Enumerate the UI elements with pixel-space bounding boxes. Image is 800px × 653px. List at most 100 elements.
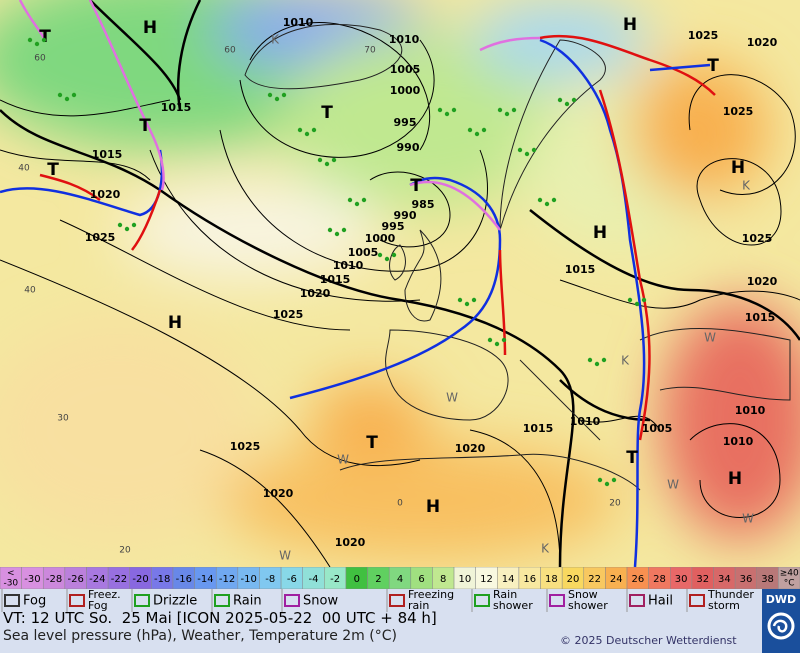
scale-label: 28 xyxy=(653,574,666,585)
rain-symbol xyxy=(494,341,500,347)
rain-symbol xyxy=(34,41,40,47)
scale-label: -8 xyxy=(265,574,275,585)
pressure-center: H xyxy=(426,497,440,517)
scale-label: 22 xyxy=(588,574,601,585)
scale-label: °C xyxy=(784,579,795,589)
pressure-center: H xyxy=(728,469,742,489)
isobar-label: 990 xyxy=(397,141,420,154)
temperature-label: 40 xyxy=(24,286,36,296)
scale-label: -16 xyxy=(176,574,192,585)
rain-symbol xyxy=(27,37,33,43)
dwd-logo: DWD xyxy=(762,589,800,653)
scale-label: -12 xyxy=(219,574,235,585)
legend-label: Fog xyxy=(23,594,46,609)
isobar-label: 1025 xyxy=(273,308,304,321)
air-mass-marker: K xyxy=(541,542,550,556)
legend-label: rain xyxy=(408,599,429,612)
rain-symbol xyxy=(474,131,480,137)
isobar-label: 1020 xyxy=(300,287,331,300)
logo-text: DWD xyxy=(765,593,797,606)
main-isobars xyxy=(0,0,800,567)
weather-legend: Fog Freez.Fog Drizzle Rain Snow FreezingrainR… xyxy=(0,589,762,613)
scale-label: -18 xyxy=(154,574,170,585)
pressure-center: T xyxy=(321,103,333,123)
rain-symbol xyxy=(471,297,477,303)
isobar-label: 1025 xyxy=(85,231,116,244)
legend-label: Rain xyxy=(233,594,262,609)
air-mass-marker: W xyxy=(704,331,716,345)
isobar-label: 995 xyxy=(382,220,405,233)
fronts xyxy=(0,0,716,567)
map-labels: 1010101010051000995990985990995100010051… xyxy=(18,15,777,563)
rain-symbol xyxy=(297,127,303,133)
rain-symbol xyxy=(124,226,130,232)
rain-symbol xyxy=(611,477,617,483)
isobar-label: 1010 xyxy=(723,435,754,448)
rain-symbol xyxy=(341,227,347,233)
temperature-label: 20 xyxy=(609,499,621,509)
isobar-label: 1010 xyxy=(570,415,601,428)
legend-icon xyxy=(689,594,705,607)
legend-label: shower xyxy=(568,599,608,612)
rain-symbol xyxy=(604,481,610,487)
scale-label: -22 xyxy=(111,574,127,585)
rain-symbol xyxy=(274,96,280,102)
legend-icon xyxy=(4,594,20,607)
scale-label: 18 xyxy=(545,574,558,585)
scale-label: 26 xyxy=(631,574,644,585)
isobar-label: 1020 xyxy=(455,442,486,455)
scale-label: 10 xyxy=(458,574,471,585)
isobar-label: 1000 xyxy=(365,232,396,245)
scale-label: -14 xyxy=(197,574,213,585)
scale-label: -30 xyxy=(3,579,18,589)
scale-label: -24 xyxy=(89,574,105,585)
isobar-label: 1015 xyxy=(523,422,554,435)
rain-symbol xyxy=(384,256,390,262)
air-mass-marker: W xyxy=(446,391,458,405)
rain-symbol xyxy=(497,107,503,113)
scale-label: 34 xyxy=(718,574,731,585)
isobar-label: 1010 xyxy=(389,33,420,46)
isobar-label: 1025 xyxy=(723,105,754,118)
rain-symbol xyxy=(117,222,123,228)
legend-label: shower xyxy=(493,599,533,612)
scale-label: 20 xyxy=(567,574,580,585)
scale-label: 14 xyxy=(502,574,515,585)
temperature-label: 40 xyxy=(18,164,30,174)
isobar-label: 1010 xyxy=(283,16,314,29)
footer: VT: 12 UTC So. 25 Mai [ICON 2025-05-22 0… xyxy=(0,609,762,653)
legend-bg xyxy=(0,589,762,613)
temperature-label: 30 xyxy=(57,414,69,424)
air-mass-marker: W xyxy=(279,549,291,563)
pressure-center: T xyxy=(410,176,422,196)
isobar-label: 1020 xyxy=(263,487,294,500)
legend-icon xyxy=(474,594,490,607)
legend-label: Fog xyxy=(88,599,108,612)
rain-symbol xyxy=(537,197,543,203)
isobars xyxy=(0,22,800,567)
rain-symbol xyxy=(377,252,383,258)
isobar-label: 1025 xyxy=(688,29,719,42)
legend-label: Thunder xyxy=(707,589,754,601)
rain-symbol xyxy=(437,107,443,113)
rain-symbol xyxy=(457,297,463,303)
scale-label: 2 xyxy=(375,574,381,585)
pressure-center: T xyxy=(626,448,638,468)
rain-symbol xyxy=(551,197,557,203)
rain-symbol xyxy=(601,357,607,363)
air-mass-marker: K xyxy=(271,33,280,47)
rain-symbol xyxy=(464,301,470,307)
rain-symbol xyxy=(324,161,330,167)
rain-symbol xyxy=(511,107,517,113)
rain-symbol xyxy=(501,337,507,343)
scale-label: 30 xyxy=(675,574,688,585)
rain-symbol xyxy=(444,111,450,117)
isobar-label: 1010 xyxy=(333,259,364,272)
temperature-label: 60 xyxy=(34,54,46,64)
temperature-label: 70 xyxy=(364,46,376,56)
rain-symbol xyxy=(41,37,47,43)
isobar-label: 1015 xyxy=(320,273,351,286)
air-mass-marker: K xyxy=(742,179,751,193)
pressure-center: T xyxy=(366,433,378,453)
rain-symbol xyxy=(281,92,287,98)
